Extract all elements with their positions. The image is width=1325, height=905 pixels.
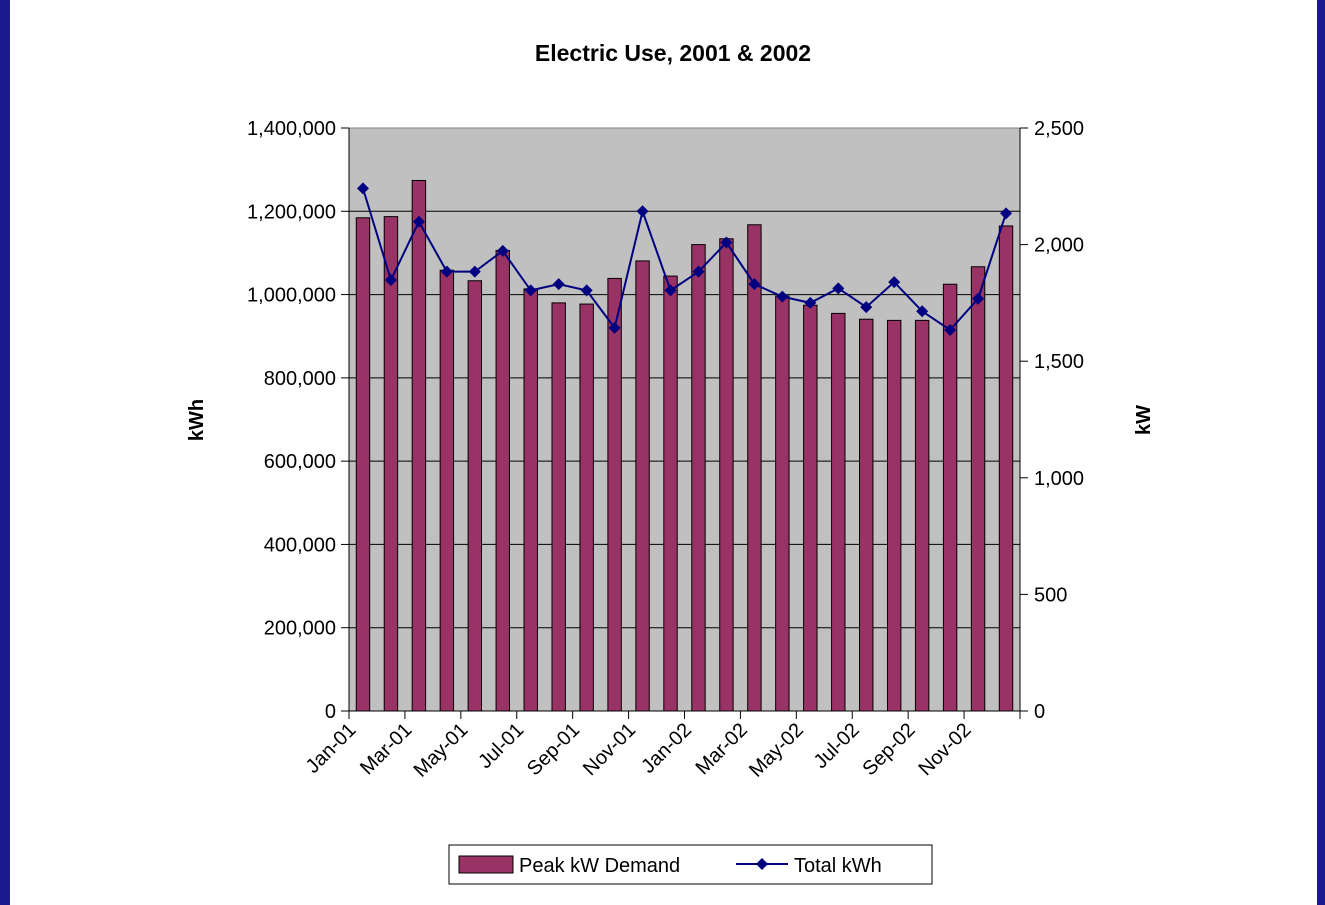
point-total-kwh [552, 278, 565, 291]
bar-peak-kw-demand [411, 179, 427, 712]
y-left-tick-label: 1,200,000 [247, 201, 336, 223]
x-tick-label: Jan-02 [637, 719, 696, 778]
bar-peak-kw-demand [719, 238, 734, 712]
gridlines [349, 210, 1020, 629]
x-tick-label: May-02 [745, 719, 808, 782]
point-total-kwh [412, 215, 425, 228]
bar-peak-kw-demand [495, 249, 510, 712]
point-total-kwh [776, 290, 789, 303]
bar-peak-kw-demand [635, 260, 650, 712]
point-total-kwh [524, 284, 537, 297]
point-total-kwh [608, 321, 621, 334]
bar-peak-kw-demand [355, 217, 371, 712]
y-left-tick-label: 400,000 [264, 534, 336, 556]
y-right-tick-label: 500 [1034, 584, 1067, 606]
legend-label-peak-kw-demand: Peak kW Demand [519, 855, 680, 877]
y-left-tick-label: 600,000 [264, 451, 336, 473]
x-tick-label: Jul-02 [810, 719, 864, 773]
point-total-kwh [720, 236, 733, 249]
y-right-tick-label: 1,000 [1034, 468, 1084, 490]
bar-peak-kw-demand [607, 277, 622, 712]
y-right-tick-label: 2,000 [1034, 235, 1084, 257]
y-left-tick-label: 1,000,000 [247, 285, 336, 307]
point-total-kwh [832, 282, 845, 295]
bar-peak-kw-demand [803, 304, 818, 712]
bar-peak-kw-demand [551, 302, 566, 712]
point-total-kwh [664, 284, 677, 297]
point-total-kwh [384, 273, 397, 286]
y-right-axis-label: kW [1133, 405, 1155, 435]
legend-diamond-marker [756, 858, 768, 870]
bar-peak-kw-demand [970, 266, 986, 712]
x-tick-label: May-01 [410, 719, 473, 782]
y-left-tick-label: 200,000 [264, 618, 336, 640]
point-total-kwh [356, 182, 369, 195]
legend: Peak kW Demand Total kWh [448, 844, 933, 885]
point-total-kwh [580, 284, 593, 297]
bar-peak-kw-demand [439, 269, 455, 712]
point-total-kwh [972, 292, 985, 305]
bar-peak-kw-demand [523, 288, 538, 712]
x-tick-label: Sep-02 [859, 719, 920, 780]
x-tick-label: Mar-01 [356, 719, 416, 779]
y-left-tick-label: 1,400,000 [247, 118, 336, 140]
x-tick-label: Nov-01 [579, 719, 640, 780]
bar-peak-kw-demand [467, 280, 483, 712]
bar-peak-kw-demand [914, 319, 930, 712]
y-left-tick-label: 0 [325, 701, 336, 723]
bar-peak-kw-demand [691, 244, 706, 712]
bar-peak-kw-demand [383, 216, 399, 712]
point-total-kwh [944, 323, 957, 336]
chart-frame: Electric Use, 2001 & 2002 0 200,000 400,00… [10, 0, 1317, 905]
point-total-kwh [636, 205, 649, 218]
point-total-kwh [1000, 207, 1013, 220]
y-right-tick-label: 2,500 [1034, 118, 1084, 140]
y-right-tick-label: 1,500 [1034, 351, 1084, 373]
bar-series [355, 179, 1014, 712]
x-tick-label: Sep-01 [523, 719, 584, 780]
point-total-kwh [916, 305, 929, 318]
bar-peak-kw-demand [747, 224, 762, 712]
x-tick-label: Nov-02 [914, 719, 975, 780]
x-tick-label: Jan-01 [302, 719, 361, 778]
point-total-kwh [440, 265, 453, 278]
line-series [356, 182, 1013, 336]
bar-peak-kw-demand [831, 312, 846, 712]
y-left-tick-label: 800,000 [264, 368, 336, 390]
point-total-kwh [888, 276, 901, 289]
point-total-kwh [496, 244, 509, 257]
point-total-kwh [692, 265, 705, 278]
bar-peak-kw-demand [579, 303, 594, 712]
legend-label-total-kwh: Total kWh [794, 855, 882, 877]
bar-peak-kw-demand [663, 275, 678, 712]
legend-box [448, 844, 933, 885]
point-total-kwh [748, 278, 761, 291]
bar-peak-kw-demand [775, 295, 790, 712]
x-tick-label: Mar-02 [692, 719, 752, 779]
bar-peak-kw-demand [859, 318, 874, 712]
point-total-kwh [804, 296, 817, 309]
bar-peak-kw-demand [886, 319, 902, 712]
electric-use-chart: Electric Use, 2001 & 2002 0 200,000 400,00… [186, 40, 1155, 885]
bar-peak-kw-demand [998, 225, 1014, 712]
y-right-tick-label: 0 [1034, 701, 1045, 723]
chart-title: Electric Use, 2001 & 2002 [535, 40, 811, 66]
point-total-kwh [860, 301, 873, 314]
legend-bar-swatch [458, 855, 514, 874]
bar-peak-kw-demand [942, 283, 958, 712]
x-tick-label: Jul-01 [474, 719, 528, 773]
point-total-kwh [468, 265, 481, 278]
y-left-axis-label: kWh [186, 399, 208, 441]
plot-area [348, 127, 1021, 712]
